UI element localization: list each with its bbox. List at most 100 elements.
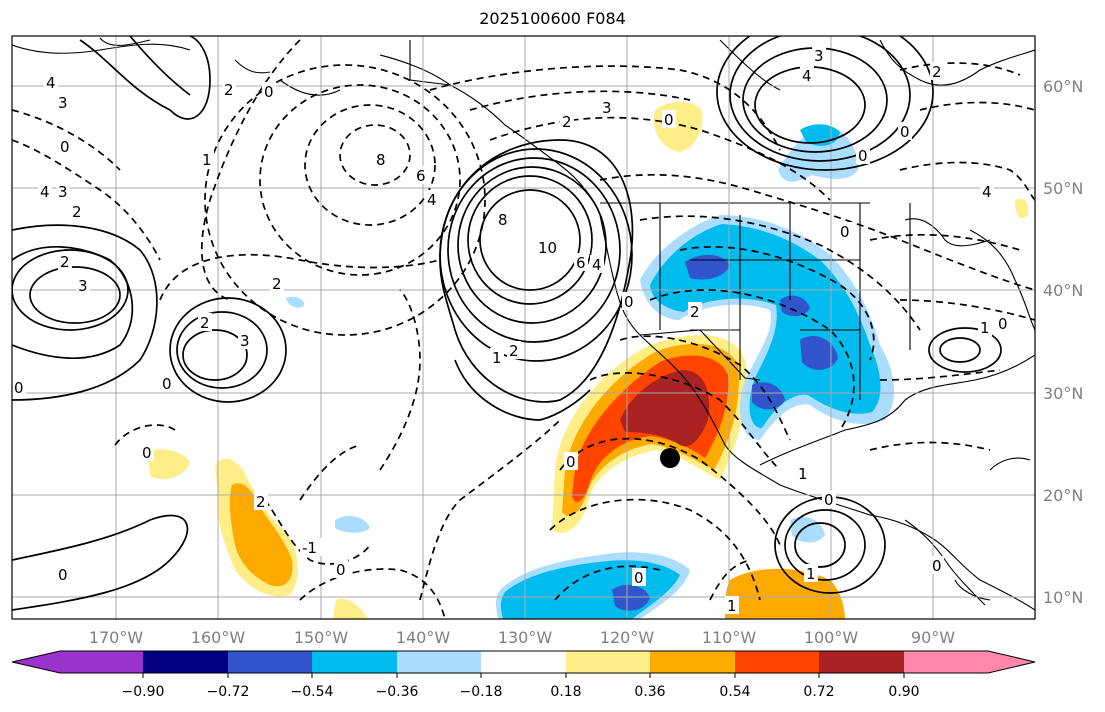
gulf-coast bbox=[759, 354, 1035, 466]
east-coast bbox=[969, 229, 1035, 331]
mexico-border bbox=[639, 329, 761, 381]
contour-label: 4 bbox=[802, 67, 812, 85]
contour-label: 0 bbox=[998, 315, 1008, 333]
positive-anomaly-core bbox=[620, 370, 710, 447]
contour-label: 0 bbox=[840, 223, 850, 241]
colorbar-segment bbox=[819, 651, 904, 673]
alaska-coast bbox=[12, 43, 451, 96]
contour-label: 1 bbox=[980, 319, 990, 337]
contour-label: 8 bbox=[376, 151, 386, 169]
contour-label: 6 bbox=[576, 254, 586, 272]
contour-label: 3 bbox=[602, 99, 612, 117]
contour-label: 2 bbox=[932, 63, 942, 81]
colorbar-segment bbox=[904, 651, 1035, 673]
colorbar-segment bbox=[397, 651, 481, 673]
contour-label: 6 bbox=[416, 167, 426, 185]
colorbar-segment bbox=[143, 651, 228, 673]
colorbar-tick-label: 0.54 bbox=[719, 684, 750, 700]
longitude-labels: 170°W 160°W 150°W 140°W 130°W 120°W 110°… bbox=[89, 628, 955, 647]
lon-label: 130°W bbox=[498, 628, 553, 647]
storm-center-marker bbox=[660, 448, 680, 468]
contour-label: 0 bbox=[858, 147, 868, 165]
contour-label: 0 bbox=[932, 557, 942, 575]
contour-label: 4 bbox=[982, 183, 992, 201]
colorbar: −0.90 −0.72 −0.54 −0.36 −0.18 0.18 0.36 … bbox=[11, 650, 1036, 700]
colorbar-tick-label: 0.72 bbox=[803, 684, 834, 700]
contour-label: 2 bbox=[509, 342, 519, 360]
contour-label: 3 bbox=[814, 47, 824, 65]
contour-label: 3 bbox=[58, 183, 68, 201]
contour-labels: 4 3 0 2 0 4 3 2 2 3 3 2 0 2 0 1 8 6 4 2 … bbox=[12, 46, 1010, 615]
colorbar-segment bbox=[228, 651, 312, 673]
contour-label: 0 bbox=[624, 293, 634, 311]
great-lakes bbox=[904, 218, 991, 247]
contour-label: 0 bbox=[664, 111, 674, 129]
contour-label: 4 bbox=[46, 74, 56, 92]
contour-label: 2 bbox=[562, 113, 572, 131]
contour-label: 2 bbox=[224, 81, 234, 99]
hudson-bay bbox=[719, 39, 1035, 91]
colorbar-tick-label: 0.36 bbox=[634, 684, 665, 700]
map-title: 2025100600 F084 bbox=[479, 9, 626, 28]
contours-solid bbox=[12, 36, 1002, 611]
contour-label: 0 bbox=[58, 566, 68, 584]
colorbar-segment bbox=[735, 651, 819, 673]
colorbar-segment bbox=[12, 651, 143, 673]
contour-label: 3 bbox=[240, 332, 250, 350]
map-content: 4 3 0 2 0 4 3 2 2 3 3 2 0 2 0 1 8 6 4 2 … bbox=[12, 36, 1035, 619]
contour-label: 0 bbox=[634, 569, 644, 587]
contour-label: 3 bbox=[78, 277, 88, 295]
contour-label: 8 bbox=[498, 211, 508, 229]
contour-label: 1 bbox=[202, 151, 212, 169]
contour-label: 4 bbox=[40, 183, 50, 201]
contour-label: 10 bbox=[538, 239, 557, 257]
lat-label: 50°N bbox=[1043, 179, 1083, 198]
gridlines bbox=[12, 36, 1035, 619]
lat-label: 10°N bbox=[1043, 588, 1083, 607]
colorbar-segment bbox=[312, 651, 397, 673]
contour-label: 3 bbox=[58, 94, 68, 112]
lon-label: 90°W bbox=[911, 628, 955, 647]
contour-label: 2 bbox=[200, 314, 210, 332]
lon-label: 110°W bbox=[702, 628, 757, 647]
colorbar-tick-label: 0.18 bbox=[550, 684, 581, 700]
lon-label: 170°W bbox=[89, 628, 144, 647]
latitude-labels: 60°N 50°N 40°N 30°N 20°N 10°N bbox=[1043, 77, 1083, 607]
lon-label: 140°W bbox=[396, 628, 451, 647]
lon-label: 120°W bbox=[600, 628, 655, 647]
contours-dashed bbox=[12, 39, 1035, 619]
lat-label: 30°N bbox=[1043, 384, 1083, 403]
contour-label: 1 bbox=[798, 465, 808, 483]
colorbar-tick-label: −0.36 bbox=[376, 684, 419, 700]
lat-label: 60°N bbox=[1043, 77, 1083, 96]
contour-label: 0 bbox=[824, 491, 834, 509]
contour-label: 0 bbox=[162, 375, 172, 393]
contour-label: 0 bbox=[336, 561, 346, 579]
contour-label: 2 bbox=[690, 303, 700, 321]
contour-label: 0 bbox=[566, 453, 576, 471]
colorbar-segment bbox=[566, 651, 650, 673]
colorbar-segment bbox=[481, 651, 566, 673]
contour-label: 0 bbox=[60, 138, 70, 156]
lat-label: 40°N bbox=[1043, 281, 1083, 300]
lon-label: 150°W bbox=[294, 628, 349, 647]
colorbar-segment bbox=[650, 651, 735, 673]
contour-label: 4 bbox=[592, 256, 602, 274]
colorbar-tick-label: −0.90 bbox=[122, 684, 165, 700]
contour-label: 1 bbox=[492, 349, 502, 367]
contour-label: 2 bbox=[256, 493, 266, 511]
contour-label: 1 bbox=[806, 565, 816, 583]
contour-label: -1 bbox=[302, 539, 317, 557]
colorbar-tick-label: −0.54 bbox=[291, 684, 334, 700]
contour-label: 0 bbox=[264, 83, 274, 101]
contour-label: 0 bbox=[142, 444, 152, 462]
lat-label: 20°N bbox=[1043, 486, 1083, 505]
contour-label: 4 bbox=[427, 191, 437, 209]
colorbar-tick-label: −0.18 bbox=[460, 684, 503, 700]
contour-label: 1 bbox=[727, 597, 737, 615]
colorbar-tick-label: −0.72 bbox=[207, 684, 250, 700]
contour-label: 2 bbox=[272, 275, 282, 293]
contour-label: 0 bbox=[900, 123, 910, 141]
central-america bbox=[904, 519, 986, 606]
